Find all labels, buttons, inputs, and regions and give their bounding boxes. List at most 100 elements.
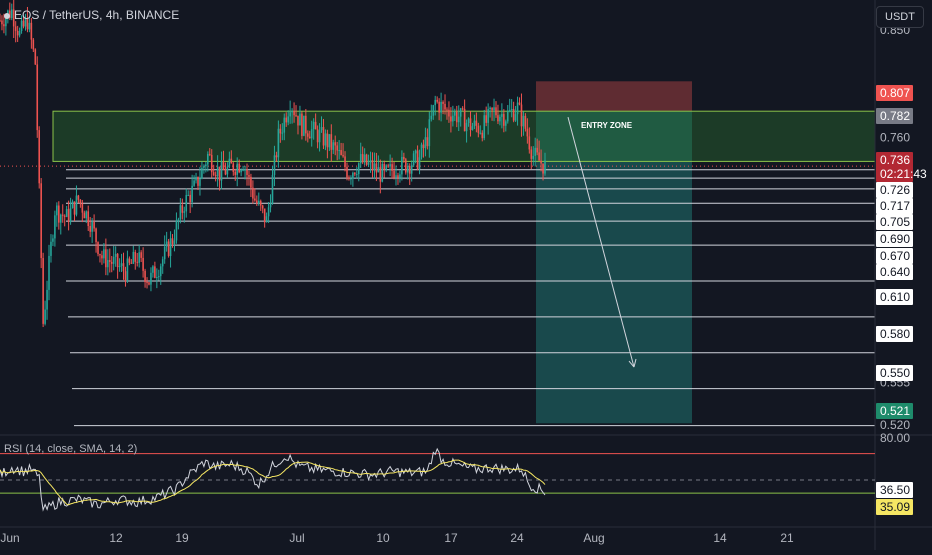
exchange-label: BINANCE: [125, 8, 180, 22]
candle-body: [320, 127, 323, 131]
candle-body: [99, 254, 101, 256]
candle-body: [87, 211, 90, 227]
x-tick-label: Jul: [289, 531, 304, 545]
x-tick-label: Aug: [583, 531, 604, 545]
candle-body: [208, 153, 211, 155]
price-label-text: 0.782: [880, 109, 910, 123]
candle-body: [228, 158, 231, 167]
candle-body: [14, 26, 17, 31]
candle-body: [108, 260, 111, 262]
candle-body: [432, 105, 435, 116]
interval-label[interactable]: 4h: [105, 8, 120, 22]
candle-body: [128, 258, 131, 263]
candle-body: [242, 169, 244, 171]
price-label-text: 0.670: [880, 249, 910, 263]
candle-body: [222, 161, 225, 170]
x-tick-label: 21: [780, 531, 794, 545]
candle-body: [438, 101, 440, 113]
candle-body: [263, 208, 266, 223]
candle-body: [371, 160, 374, 171]
price-label-box: [876, 214, 913, 230]
candle-body: [483, 115, 486, 139]
currency-button[interactable]: USDT: [876, 6, 924, 28]
candle-body: [248, 175, 250, 177]
candle-body: [140, 252, 142, 258]
price-label-box: [876, 231, 913, 247]
candle-body: [297, 115, 299, 126]
candle-body: [314, 121, 317, 130]
candle-body: [36, 64, 39, 131]
candle-body: [154, 266, 156, 278]
candle-body: [236, 163, 239, 175]
candle-body: [338, 150, 340, 152]
candle-body: [146, 281, 148, 283]
candle-body: [20, 20, 23, 31]
candle-body: [501, 114, 503, 117]
candle-body: [61, 214, 64, 216]
candle-body: [5, 17, 7, 27]
candle-body: [471, 126, 474, 131]
candle-body: [44, 309, 46, 324]
candle-body: [18, 30, 21, 36]
candle-body: [161, 259, 164, 267]
candle-body: [152, 266, 154, 273]
candle-body: [373, 163, 376, 171]
candle-body: [365, 154, 368, 165]
candle-body: [420, 144, 423, 158]
candle-body: [391, 164, 393, 171]
candle-body: [528, 136, 531, 150]
candle-body: [522, 115, 525, 127]
candle-body: [54, 215, 56, 239]
candle-body: [110, 261, 113, 264]
candle-body: [487, 109, 489, 123]
header-sep-2: ,: [119, 8, 126, 22]
candle-body: [524, 115, 527, 129]
candle-body: [544, 160, 546, 174]
candle-body: [1, 20, 3, 25]
candle-body: [95, 228, 97, 243]
candle-body: [316, 129, 319, 143]
stop-loss-zone: [536, 81, 692, 112]
candle-body: [159, 266, 162, 277]
rsi-indicator-label[interactable]: RSI (14, close, SMA, 14, 2): [4, 443, 138, 455]
candle-body: [10, 9, 13, 19]
candle-body: [389, 164, 391, 167]
candle-body: [512, 109, 515, 121]
candle-body: [175, 220, 178, 241]
candle-body: [308, 136, 311, 139]
candle-body: [530, 149, 533, 159]
candle-body: [532, 155, 535, 159]
candle-body: [46, 289, 48, 310]
candle-body: [489, 107, 491, 110]
candle-body: [479, 132, 482, 134]
candle-body: [354, 172, 356, 175]
candle-body: [259, 200, 262, 206]
candle-body: [534, 147, 536, 156]
trend-arrow-line: [567, 117, 635, 368]
candle-body: [138, 252, 140, 263]
candle-body: [50, 241, 52, 256]
candle-body: [348, 177, 350, 179]
candle-body: [38, 130, 41, 184]
candle-body: [16, 30, 19, 36]
candles-group: [0, 0, 546, 328]
price-label-box: [876, 182, 913, 198]
rsi-sma-line: [0, 459, 546, 506]
candle-body: [30, 22, 33, 40]
candle-body: [426, 137, 429, 147]
y-tick-label: 0.520: [880, 418, 910, 432]
candle-body: [536, 147, 538, 153]
candle-body: [257, 200, 260, 204]
candle-body: [181, 205, 184, 213]
candle-body: [310, 129, 313, 139]
symbol-name[interactable]: EOS / TetherUS: [14, 8, 100, 22]
candle-body: [510, 109, 513, 111]
candle-body: [324, 133, 327, 146]
candle-body: [65, 209, 68, 217]
rsi-line: [0, 447, 546, 512]
candle-body: [56, 205, 58, 216]
candle-body: [299, 113, 301, 126]
market-status-icon: [4, 12, 10, 19]
candle-body: [340, 150, 342, 155]
